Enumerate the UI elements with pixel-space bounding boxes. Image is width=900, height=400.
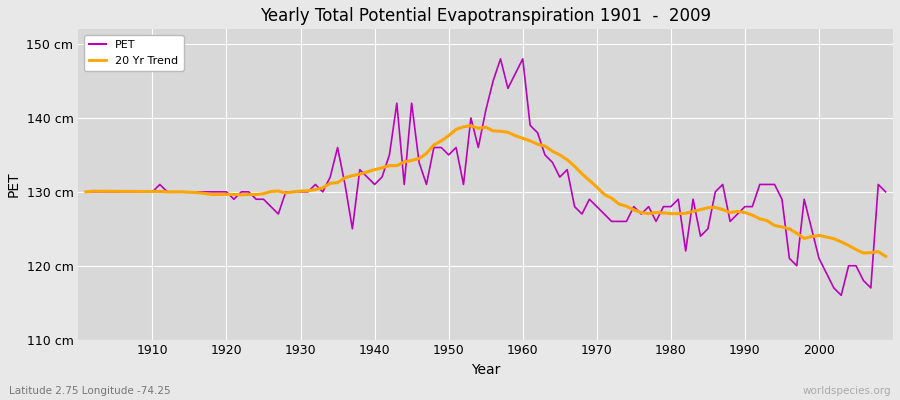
Y-axis label: PET: PET (7, 172, 21, 197)
Text: worldspecies.org: worldspecies.org (803, 386, 891, 396)
X-axis label: Year: Year (471, 363, 500, 377)
Legend: PET, 20 Yr Trend: PET, 20 Yr Trend (84, 35, 184, 72)
Title: Yearly Total Potential Evapotranspiration 1901  -  2009: Yearly Total Potential Evapotranspiratio… (260, 7, 711, 25)
Text: Latitude 2.75 Longitude -74.25: Latitude 2.75 Longitude -74.25 (9, 386, 171, 396)
